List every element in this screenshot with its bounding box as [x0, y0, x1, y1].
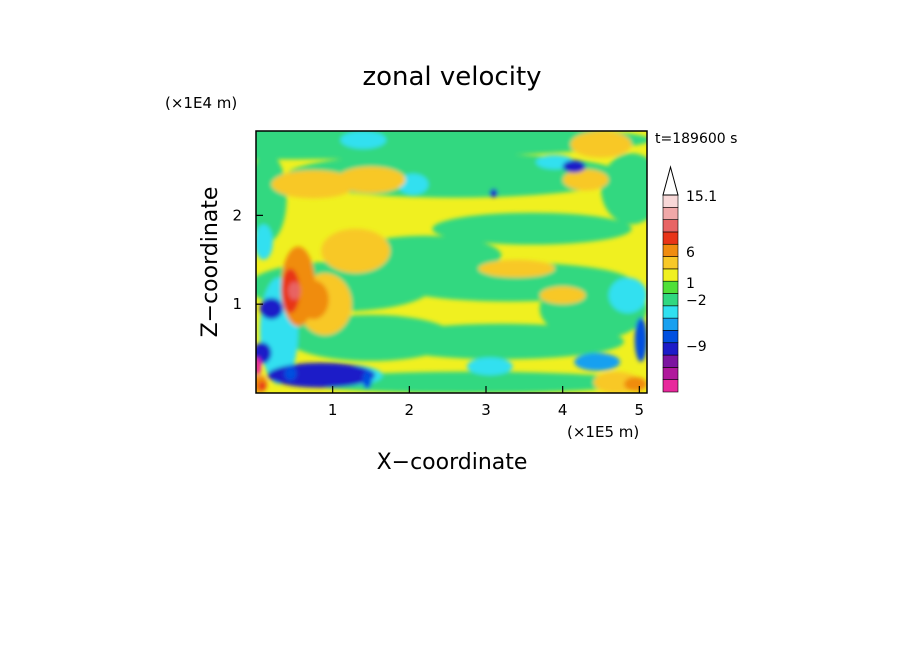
colorbar-swatch	[662, 342, 679, 356]
contour-region	[284, 366, 297, 381]
contour-field	[256, 131, 647, 393]
y-tick-label: 1	[232, 295, 242, 313]
contour-region	[574, 353, 621, 371]
contour-region	[634, 317, 647, 362]
contour-region	[362, 370, 372, 389]
x-tick-label: 3	[481, 401, 491, 419]
contour-region	[256, 357, 262, 376]
contour-region	[489, 188, 498, 198]
colorbar-swatch	[662, 367, 679, 380]
contour-region	[258, 381, 266, 391]
contour-region	[271, 170, 356, 199]
contour-region	[256, 342, 272, 364]
contour-region	[570, 131, 632, 158]
chart-title: zonal velocity	[362, 62, 541, 92]
x-axis-label: X−coordinate	[377, 450, 528, 475]
contour-region	[256, 224, 273, 260]
contour-region	[624, 377, 647, 392]
contour-region	[466, 357, 513, 376]
time-label: t=189600 s	[655, 131, 737, 147]
colorbar-label: 1	[686, 276, 695, 292]
colorbar-swatch	[662, 219, 679, 233]
x-tick-label: 2	[405, 401, 415, 419]
contour-region	[478, 259, 555, 278]
colorbar-swatch	[662, 207, 679, 220]
x-unit-label: (×1E5 m)	[567, 423, 639, 441]
colorbar-swatch	[662, 354, 679, 368]
x-tick-label: 1	[328, 401, 338, 419]
contour-region	[608, 277, 647, 314]
colorbar-label: −9	[686, 339, 707, 355]
colorbar-swatch	[662, 231, 679, 245]
colorbar-swatch	[662, 268, 679, 282]
colorbar-swatch	[662, 305, 679, 319]
x-tick-label: 5	[635, 401, 645, 419]
x-tick-label: 4	[558, 401, 568, 419]
y-tick-label: 2	[232, 206, 242, 224]
contour-region	[321, 228, 391, 274]
colorbar-swatch	[662, 293, 679, 307]
colorbar-swatch	[662, 243, 679, 257]
contour-region	[288, 281, 301, 300]
contour-region	[432, 212, 632, 245]
contour-region	[539, 286, 586, 305]
y-axis-label: Z−coordinate	[198, 187, 223, 338]
contour-region	[336, 166, 406, 194]
colorbar-swatch	[662, 379, 679, 393]
contour-region	[267, 362, 375, 388]
contour-region	[302, 371, 640, 393]
colorbar-swatch	[662, 317, 679, 331]
x-axis: 1 2 3 4 5	[328, 386, 644, 419]
colorbar-swatch	[662, 256, 679, 270]
colorbar: 15.1 6 1−2 −9	[662, 165, 717, 393]
contour-region	[397, 173, 429, 195]
colorbar-extend-arrow	[662, 165, 679, 196]
contour-region	[562, 169, 609, 191]
colorbar-swatch	[662, 194, 679, 208]
plot-frame	[255, 130, 648, 394]
colorbar-label: −2	[686, 293, 707, 309]
colorbar-label: 15.1	[686, 189, 717, 205]
contour-region	[562, 160, 586, 173]
colorbar-swatch	[662, 280, 679, 294]
colorbar-label: 6	[686, 245, 695, 261]
y-axis: 12	[232, 206, 263, 313]
contour-region	[259, 297, 283, 320]
y-unit-label: (×1E4 m)	[165, 94, 237, 112]
colorbar-swatch	[662, 330, 679, 344]
contour-region	[256, 153, 287, 243]
contour-region	[340, 131, 387, 149]
contour-region	[601, 153, 647, 225]
